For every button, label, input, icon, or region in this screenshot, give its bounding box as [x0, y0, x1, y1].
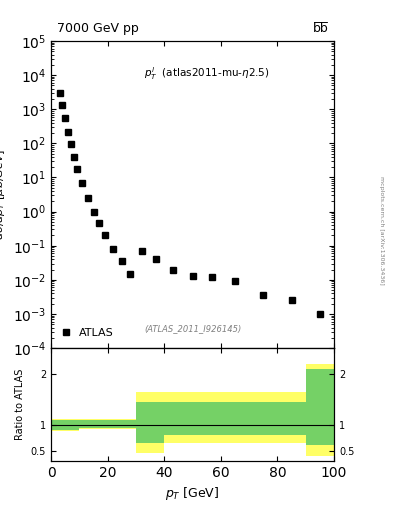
- Text: b̅b̅: b̅b̅: [313, 22, 329, 35]
- ATLAS: [111, 246, 116, 252]
- ATLAS: [57, 90, 62, 96]
- ATLAS: [66, 129, 70, 135]
- ATLAS: [289, 297, 294, 304]
- X-axis label: $p_T\ \mathrm{[GeV]}$: $p_T\ \mathrm{[GeV]}$: [165, 485, 220, 502]
- Text: $p_T^l$  (atlas2011-mu-$\eta$2.5): $p_T^l$ (atlas2011-mu-$\eta$2.5): [144, 66, 270, 82]
- ATLAS: [128, 271, 133, 277]
- ATLAS: [153, 257, 158, 263]
- ATLAS: [72, 154, 76, 160]
- Text: mcplots.cern.ch [arXiv:1306.3436]: mcplots.cern.ch [arXiv:1306.3436]: [379, 176, 384, 285]
- ATLAS: [210, 274, 215, 280]
- Text: 7000 GeV pp: 7000 GeV pp: [57, 22, 138, 35]
- Text: (ATLAS_2011_I926145): (ATLAS_2011_I926145): [144, 324, 241, 333]
- ATLAS: [86, 195, 90, 201]
- ATLAS: [91, 208, 96, 215]
- Line: ATLAS: ATLAS: [57, 90, 323, 317]
- ATLAS: [60, 102, 65, 109]
- ATLAS: [190, 273, 195, 279]
- Legend: ATLAS: ATLAS: [57, 324, 118, 343]
- ATLAS: [261, 292, 266, 298]
- ATLAS: [80, 180, 84, 186]
- ATLAS: [233, 279, 237, 285]
- ATLAS: [97, 220, 101, 226]
- ATLAS: [103, 232, 107, 239]
- ATLAS: [318, 311, 322, 317]
- ATLAS: [68, 141, 73, 147]
- ATLAS: [171, 267, 175, 273]
- ATLAS: [119, 258, 124, 264]
- Y-axis label: $d\sigma/dp_T\ [\mu b/GeV]$: $d\sigma/dp_T\ [\mu b/GeV]$: [0, 149, 7, 240]
- ATLAS: [74, 166, 79, 172]
- ATLAS: [63, 115, 68, 121]
- Y-axis label: Ratio to ATLAS: Ratio to ATLAS: [15, 369, 25, 440]
- ATLAS: [139, 248, 144, 254]
